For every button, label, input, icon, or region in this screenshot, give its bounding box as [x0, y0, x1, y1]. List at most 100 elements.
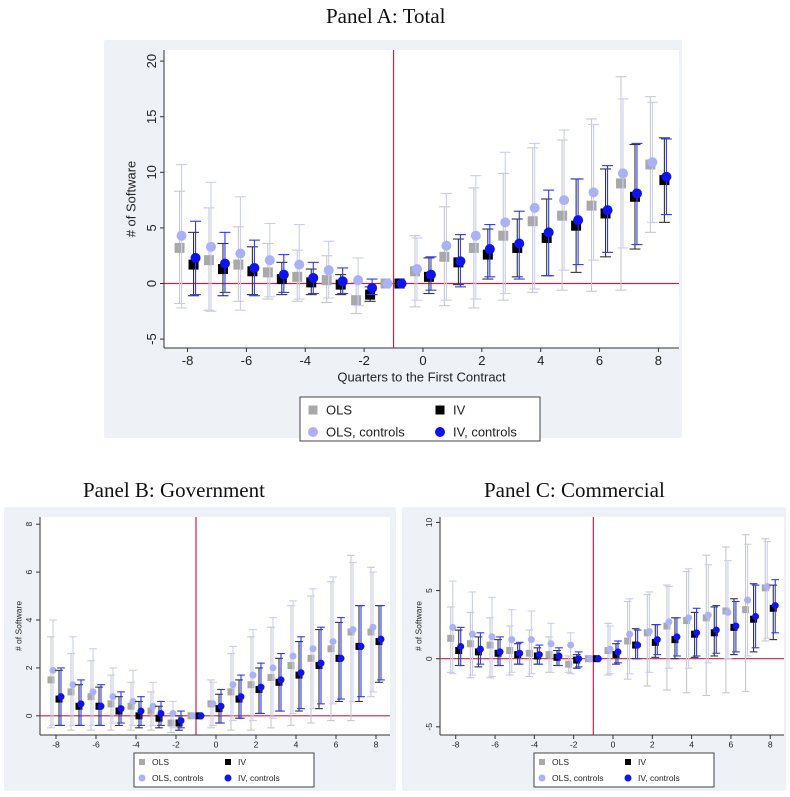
- plot-area: [40, 517, 390, 735]
- data-point: [624, 637, 632, 645]
- legend-box: [133, 752, 315, 788]
- data-point: [541, 232, 552, 243]
- data-point: [309, 645, 317, 653]
- x-tick-label: 6: [729, 740, 734, 750]
- data-point: [269, 664, 277, 672]
- data-point: [476, 645, 484, 653]
- data-point: [351, 295, 362, 306]
- data-point: [267, 674, 275, 682]
- series-ols-controls: [49, 561, 377, 729]
- data-point: [357, 642, 365, 650]
- data-point: [155, 714, 163, 722]
- data-point: [482, 249, 493, 260]
- legend-marker: [224, 774, 232, 782]
- data-point: [247, 681, 255, 689]
- legend-label: IV, controls: [453, 425, 517, 440]
- panel-b-title: Panel B: Government: [83, 478, 265, 502]
- data-point: [219, 258, 230, 269]
- y-tick-label: 10: [424, 517, 434, 527]
- y-tick-label: 2: [24, 665, 34, 670]
- data-point: [486, 641, 494, 649]
- data-point: [514, 238, 525, 249]
- data-point: [317, 659, 325, 667]
- x-tick-label: -2: [172, 740, 180, 750]
- data-point: [321, 275, 332, 286]
- y-tick-label: 15: [144, 109, 159, 123]
- data-point: [488, 633, 496, 641]
- data-point: [673, 633, 681, 641]
- y-tick-label: 6: [24, 569, 34, 574]
- data-point: [135, 712, 143, 720]
- y-tick-label: 0: [424, 656, 434, 661]
- data-point: [217, 702, 225, 710]
- y-tick-label: 5: [424, 588, 434, 593]
- data-point: [573, 215, 584, 226]
- legend-marker: [624, 774, 632, 782]
- data-point: [543, 227, 554, 238]
- data-point: [57, 693, 65, 701]
- data-point: [349, 626, 357, 634]
- data-point: [69, 681, 77, 689]
- data-point: [49, 666, 57, 674]
- data-point: [496, 648, 504, 656]
- x-tick-label: -4: [132, 740, 140, 750]
- data-point: [127, 702, 135, 710]
- data-point: [425, 269, 436, 280]
- data-point: [297, 669, 305, 677]
- data-point: [665, 618, 673, 626]
- data-point: [742, 606, 750, 614]
- data-point: [439, 251, 450, 262]
- data-point: [307, 654, 315, 662]
- data-point: [203, 255, 214, 266]
- data-point: [535, 651, 543, 659]
- data-point: [470, 230, 481, 241]
- data-point: [555, 652, 563, 660]
- chart-panel-a: -5 0 5 10 15 20 -8 -6 -4 -2 0 2 4 6 8 Quarters to the F…: [104, 40, 682, 442]
- legend-label: IV, controls: [238, 773, 280, 783]
- data-point: [626, 630, 634, 638]
- data-point: [586, 200, 597, 211]
- legend-label: OLS: [552, 757, 569, 767]
- x-tick-label: 6: [596, 353, 603, 368]
- data-point: [169, 709, 177, 717]
- data-point: [369, 623, 377, 631]
- legend-label: OLS: [152, 757, 169, 767]
- legend-marker: [138, 774, 146, 782]
- x-tick-label: 4: [294, 740, 299, 750]
- data-point: [67, 688, 75, 696]
- legend-box: [533, 752, 715, 788]
- data-point: [249, 262, 260, 273]
- legend: OLS IV OLS, controls IV, controls: [133, 752, 315, 788]
- data-point: [704, 611, 712, 619]
- data-point: [575, 655, 583, 663]
- plot-area: [164, 50, 679, 348]
- data-point: [197, 712, 205, 720]
- data-point: [527, 216, 538, 227]
- x-tick-label: 2: [254, 740, 259, 750]
- data-point: [377, 635, 385, 643]
- data-point: [466, 640, 474, 648]
- legend-marker: [139, 759, 145, 765]
- data-point: [217, 264, 228, 275]
- data-point: [229, 681, 237, 689]
- x-tick-label: 2: [478, 353, 485, 368]
- y-axis-title: # of Software: [413, 601, 423, 651]
- y-tick-label: 10: [144, 165, 159, 179]
- y-tick-label: 8: [24, 522, 34, 527]
- data-point: [615, 178, 626, 189]
- data-point: [571, 220, 582, 231]
- data-point: [177, 717, 185, 725]
- data-point: [235, 248, 246, 259]
- data-point: [367, 628, 375, 636]
- data-point: [264, 255, 275, 266]
- data-point: [77, 700, 85, 708]
- x-tick-label: -8: [452, 740, 460, 750]
- y-tick-label: 0: [24, 713, 34, 718]
- data-point: [525, 649, 533, 657]
- y-tick-label: -5: [144, 333, 159, 345]
- panel-a-title: Panel A: Total: [326, 4, 446, 28]
- x-tick-label: -2: [570, 740, 578, 750]
